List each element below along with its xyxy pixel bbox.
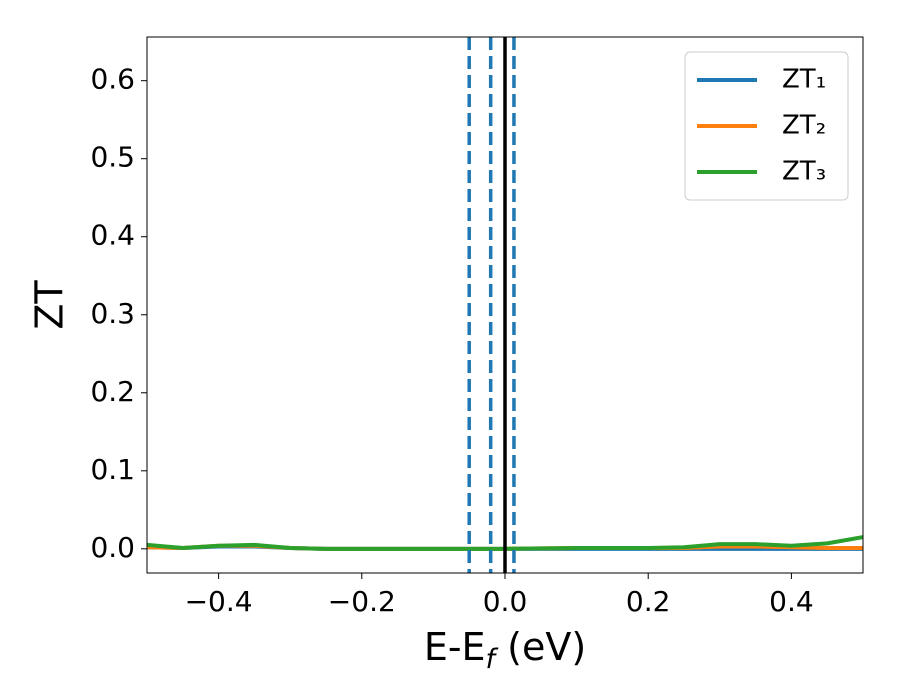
plot-frame (146, 36, 864, 574)
x-label-part: E-E (424, 625, 486, 669)
legend-label: ZT₂ (782, 111, 826, 141)
y-tick-label: 0.5 (90, 141, 135, 174)
x-tick-label: 0.2 (626, 585, 671, 618)
legend-label: ZT₁ (782, 65, 826, 95)
x-label-part: (eV) (495, 625, 586, 669)
y-tick-label: 0.6 (90, 63, 135, 96)
y-axis-label: ZT (28, 280, 72, 330)
x-axis-label: E-Ef (eV) (424, 625, 586, 675)
y-tick-label: 0.1 (90, 453, 135, 486)
plot-area (147, 37, 863, 573)
y-tick-label: 0.4 (90, 219, 135, 252)
x-tick-label: 0.4 (769, 585, 814, 618)
x-tick-label: 0.0 (483, 585, 528, 618)
y-tick-label: 0.2 (90, 375, 135, 408)
legend-box (684, 51, 849, 201)
x-tick-label: −0.4 (185, 585, 253, 618)
x-tick-label: −0.2 (328, 585, 396, 618)
y-tick-label: 0.0 (90, 531, 135, 564)
y-tick-label: 0.3 (90, 297, 135, 330)
legend-label: ZT₃ (782, 157, 826, 187)
